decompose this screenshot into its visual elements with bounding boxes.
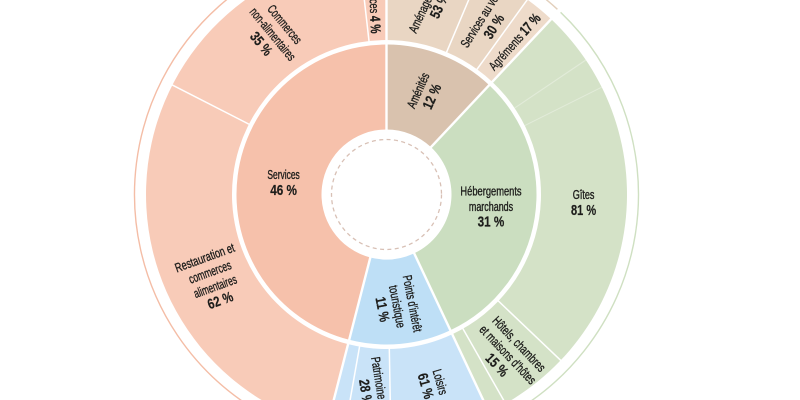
svg-text:28 %: 28 %: [356, 378, 377, 400]
svg-text:Patrimoine: Patrimoine: [368, 356, 388, 400]
svg-text:marchands: marchands: [469, 201, 514, 215]
svg-text:Gîtes: Gîtes: [573, 189, 595, 203]
svg-text:61 %: 61 %: [414, 371, 437, 400]
svg-text:Hébergements: Hébergements: [460, 185, 522, 199]
svg-text:Services: Services: [267, 168, 300, 182]
svg-text:46 %: 46 %: [270, 182, 297, 198]
svg-text:Autres commerces 4 %: Autres commerces 4 %: [364, 0, 383, 34]
svg-text:31 %: 31 %: [478, 213, 505, 229]
svg-text:11 %: 11 %: [372, 295, 393, 323]
svg-text:81 %: 81 %: [571, 202, 596, 219]
